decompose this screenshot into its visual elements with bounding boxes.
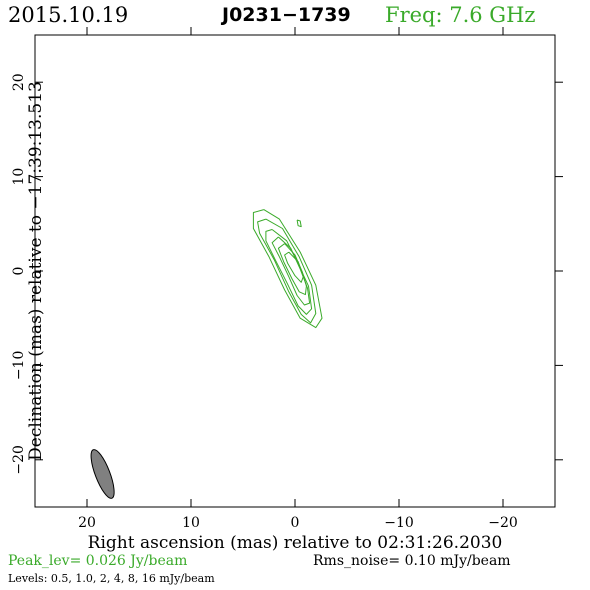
- y-tick-label: 20: [11, 73, 27, 91]
- source-name: J0231−1739: [222, 4, 351, 26]
- contour-level-6: [296, 219, 302, 228]
- frequency-label: Freq: 7.6 GHz: [385, 3, 536, 27]
- x-tick-label: −20: [488, 515, 518, 531]
- plot-frame: [34, 34, 556, 508]
- contour-level-0: [252, 209, 323, 329]
- y-axis-label: Declination (mas) relative to −17:39:13.…: [26, 81, 46, 461]
- y-tick-label: −10: [11, 351, 27, 381]
- peak-level: Peak_lev= 0.026 Jy/beam: [8, 553, 188, 569]
- contour-level-1: [257, 218, 317, 324]
- observation-date: 2015.10.19: [8, 3, 129, 27]
- x-tick-labels: 20 10 0 −10 −20: [78, 515, 518, 531]
- contour-group: [252, 209, 323, 329]
- y-tick-labels: −20 −10 0 10 20: [11, 73, 27, 474]
- x-tick-label: 20: [78, 515, 96, 531]
- y-tick-label: −20: [11, 445, 27, 475]
- contour-level-5: [284, 251, 304, 283]
- beam-ellipse: [90, 449, 115, 499]
- y-tick-label: 10: [11, 168, 27, 186]
- x-tick-label: −10: [384, 515, 414, 531]
- y-tick-label: 0: [11, 267, 27, 276]
- contour-level-3: [271, 236, 311, 306]
- x-tick-label: 0: [291, 515, 300, 531]
- x-tick-label: 10: [182, 515, 200, 531]
- axis-ticks: [35, 27, 563, 507]
- beam-group: [90, 449, 115, 499]
- contour-levels: Levels: 0.5, 1.0, 2, 4, 8, 16 mJy/beam: [8, 572, 215, 585]
- rms-noise: Rms_noise= 0.10 mJy/beam: [313, 553, 511, 569]
- x-axis-label: Right ascension (mas) relative to 02:31:…: [87, 533, 503, 553]
